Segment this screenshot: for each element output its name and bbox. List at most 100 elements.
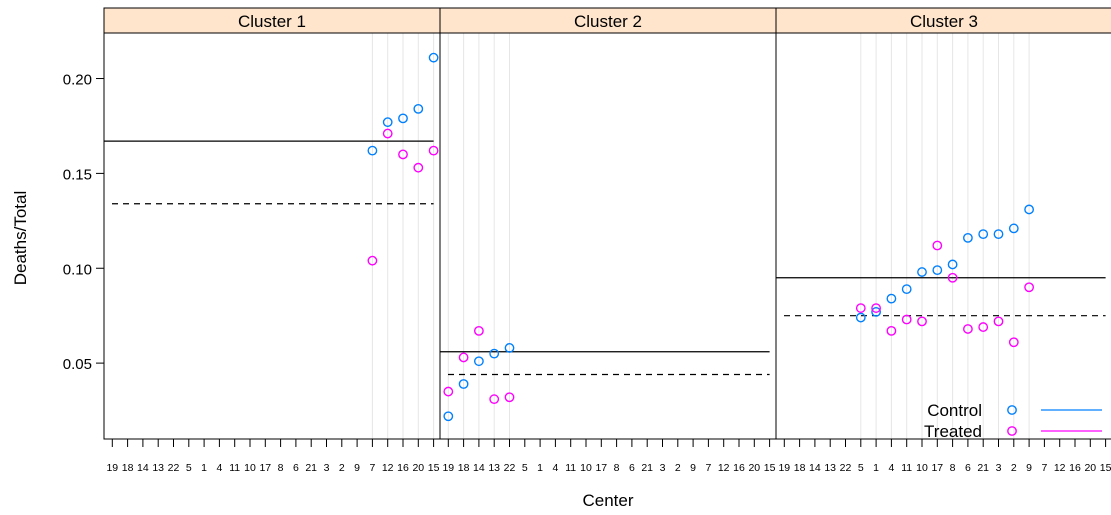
panel-title: Cluster 2 [574,12,642,31]
x-tick-label: 10 [916,462,928,474]
treated-point [473,325,484,336]
panel-title: Cluster 1 [238,12,306,31]
treated-point [871,303,881,313]
x-axis-label: Center [582,491,633,510]
x-tick-label: 20 [1084,462,1096,474]
treated-point [963,324,973,334]
panel-border [103,32,441,440]
y-tick-label: 0.15 [63,166,92,183]
x-tick-label: 6 [293,462,299,474]
panel-strip [103,7,441,34]
x-tick-label: 4 [216,462,222,474]
x-tick-label: 8 [950,462,956,474]
control-point [413,103,424,114]
x-tick-label: 17 [931,462,943,474]
x-tick-label: 14 [809,462,821,474]
x-tick-label: 8 [278,462,284,474]
x-tick-label: 13 [488,462,500,474]
x-tick-label: 21 [641,462,653,474]
panel-strip [439,7,777,34]
control-point [886,293,897,304]
x-tick-label: 7 [705,462,711,474]
panel-border [775,32,1111,440]
x-tick-label: 19 [778,462,790,474]
panel-strip [775,7,1111,34]
x-tick-label: 6 [965,462,971,474]
control-point [901,284,912,295]
treated-point [993,316,1004,327]
legend-label: Treated [924,422,982,441]
control-point [947,259,958,270]
x-tick-label: 22 [168,462,180,474]
x-tick-label: 15 [1100,462,1111,474]
x-tick-label: 22 [504,462,516,474]
control-point [504,343,515,353]
x-tick-label: 9 [354,462,360,474]
legend-label: Control [927,401,982,420]
x-tick-label: 18 [458,462,470,474]
x-tick-label: 19 [106,462,118,474]
treated-point [382,128,393,139]
panel-border [439,32,777,440]
x-tick-label: 4 [888,462,894,474]
treated-point [1008,337,1019,348]
legend-marker [1007,405,1017,415]
treated-point [428,145,439,156]
x-tick-label: 11 [229,462,240,474]
control-point [443,411,454,422]
treated-point [1024,282,1035,293]
x-tick-label: 1 [873,462,879,474]
x-tick-label: 16 [733,462,745,474]
control-point [1008,223,1019,234]
x-tick-label: 4 [552,462,558,474]
control-point [473,356,484,367]
x-tick-label: 1 [537,462,543,474]
treated-point [932,240,943,251]
x-tick-label: 19 [442,462,454,474]
control-point [871,306,881,317]
x-tick-label: 9 [690,462,696,474]
x-tick-label: 1 [201,462,207,474]
x-tick-label: 5 [522,462,528,474]
x-tick-label: 13 [152,462,164,474]
treated-point [886,325,897,336]
x-tick-label: 20 [748,462,760,474]
x-tick-label: 20 [412,462,424,474]
x-tick-label: 3 [660,462,666,474]
x-tick-label: 3 [324,462,330,474]
control-point [367,145,378,156]
control-point [855,312,866,323]
plot-area: Cluster 119 18 14 13 22 5 1 4 11 10 17 8 6 21 3 2 9 7 12 16… [63,7,1111,474]
x-tick-label: 17 [595,462,607,474]
y-tick-label: 0.20 [63,72,92,89]
treated-point [978,322,989,332]
treated-point [458,352,469,363]
x-tick-label: 16 [397,462,409,474]
control-point [489,348,500,359]
x-tick-label: 21 [305,462,317,474]
x-tick-label: 10 [244,462,256,474]
control-point [428,52,439,63]
treated-point [901,314,912,325]
y-tick-label: 0.10 [63,261,92,278]
x-tick-label: 18 [794,462,806,474]
control-point [458,379,469,389]
x-tick-label: 14 [473,462,485,474]
x-tick-label: 8 [614,462,620,474]
x-tick-label: 18 [122,462,134,474]
y-tick-label: 0.05 [63,356,92,373]
control-point [993,229,1004,240]
x-tick-label: 21 [977,462,989,474]
y-axis-label: Deaths/Total [11,191,30,286]
x-tick-label: 3 [996,462,1002,474]
x-tick-label: 2 [339,462,345,474]
panel-title: Cluster 3 [910,12,978,31]
treated-point [947,272,958,283]
treated-point [504,392,515,403]
x-tick-label: 2 [675,462,681,474]
treated-point [489,394,500,405]
x-tick-label: 7 [1041,462,1047,474]
treated-point [855,303,866,313]
control-point [963,232,973,243]
